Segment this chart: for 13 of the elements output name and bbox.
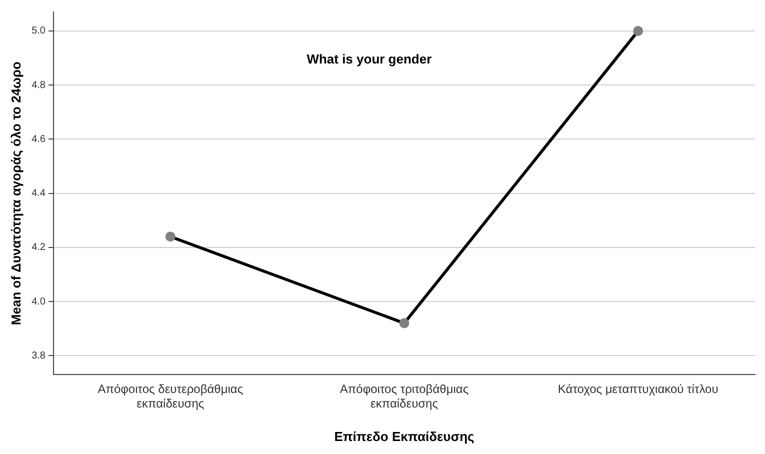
x-tick-label: Απόφοιτος δευτεροβάθμιας εκπαίδευσης: [98, 382, 244, 411]
y-tick-label: 4.0: [32, 296, 46, 308]
y-tick-label: 5.0: [32, 26, 46, 37]
y-tick-label: 4.4: [32, 188, 46, 200]
x-tick-label: Απόφοιτος τριτοβάθμιας εκπαίδευσης: [340, 382, 469, 411]
x-axis-title: Επίπεδο Εκπαίδευσης: [334, 428, 475, 444]
annotation: What is your gender: [306, 52, 432, 67]
y-tick-label: 4.6: [32, 134, 46, 145]
x-tick-label: Κάτοχος μεταπτυχιακού τίτλου: [558, 382, 718, 396]
y-tick-label: 4.2: [32, 242, 46, 254]
y-axis-title: Mean of Δυνατότητα αγοράς όλο το 24ωρο: [8, 61, 24, 326]
y-tick-label: 3.8: [32, 350, 46, 362]
y-tick-label: 4.8: [32, 80, 46, 91]
